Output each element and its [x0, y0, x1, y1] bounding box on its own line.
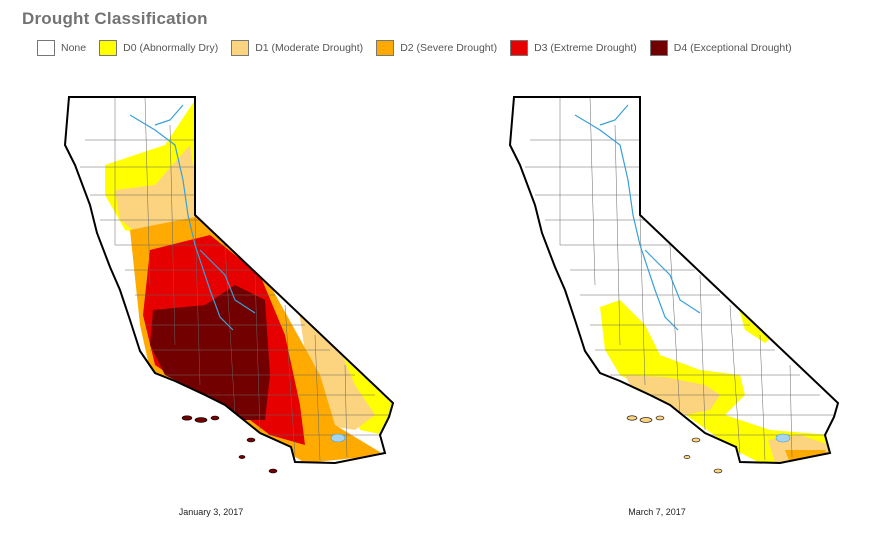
legend-swatch-d0: [99, 40, 118, 56]
legend-swatch-d2: [376, 40, 395, 56]
legend-swatch-d4: [649, 40, 668, 56]
lake-salton-left: [330, 433, 346, 443]
legend-swatch-d3: [510, 40, 529, 56]
rivers-right: [574, 104, 701, 331]
state-outline-right: [508, 96, 840, 465]
legend-label-d3: D3 (Extreme Drought): [534, 42, 637, 54]
map-date-january: January 3, 2017: [178, 507, 244, 517]
california-map-january: [63, 96, 395, 474]
legend-label-d4: D4 (Exceptional Drought): [673, 42, 792, 54]
legend-label-d0: D0 (Abnormally Dry): [123, 42, 219, 54]
channel-islands-right: [626, 415, 723, 474]
legend-item-d1: D1 (Moderate Drought): [231, 40, 363, 56]
legend-label-d2: D2 (Severe Drought): [400, 42, 498, 54]
county-lines-right: [525, 97, 835, 461]
california-map-march: [508, 96, 840, 474]
channel-islands-left: [181, 415, 278, 474]
legend-item-d2: D2 (Severe Drought): [376, 40, 497, 56]
legend-item-d4: D4 (Exceptional Drought): [649, 40, 792, 56]
chart-title: Drought Classification: [22, 9, 208, 28]
legend-label-none: None: [61, 42, 87, 54]
legend-label-d1: D1 (Moderate Drought): [255, 42, 364, 54]
county-lines-left: [80, 97, 390, 461]
region-d4-left: [150, 285, 270, 420]
legend-swatch-d1: [231, 40, 250, 56]
region-d0-coast-right: [600, 300, 835, 463]
map-date-march: March 7, 2017: [628, 507, 686, 517]
state-outline-left: [63, 96, 395, 465]
legend: None D0 (Abnormally Dry) D1 (Moderate Dr…: [37, 39, 805, 57]
rivers-left: [129, 104, 256, 331]
legend-item-d3: D3 (Extreme Drought): [510, 40, 637, 56]
lake-salton-right: [775, 433, 791, 443]
legend-item-none: None: [37, 40, 86, 56]
legend-item-d0: D0 (Abnormally Dry): [99, 40, 218, 56]
legend-swatch-none: [37, 40, 55, 56]
region-d1-north-left: [115, 145, 200, 235]
